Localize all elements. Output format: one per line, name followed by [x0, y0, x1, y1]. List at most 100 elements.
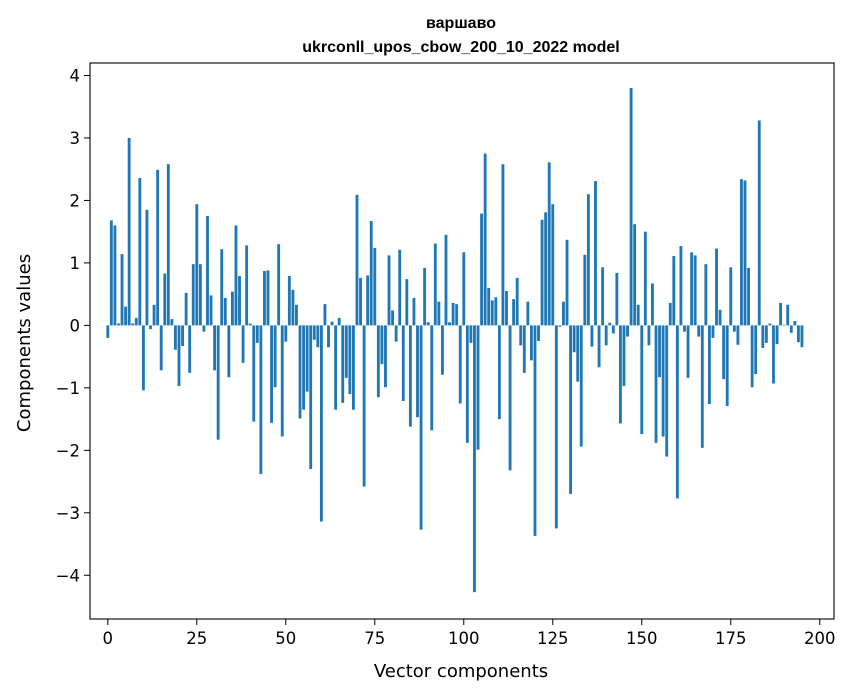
- bar: [458, 325, 462, 404]
- bar: [740, 179, 743, 326]
- bar: [177, 325, 181, 386]
- bars-group: [106, 87, 804, 593]
- bar: [266, 270, 270, 326]
- plot-area-frame: [89, 62, 835, 620]
- chart-title-line2: ukrconll_upos_cbow_200_10_2022 model: [302, 39, 619, 56]
- bar: [494, 297, 498, 326]
- bar: [629, 87, 633, 326]
- bar: [537, 325, 540, 341]
- bar: [683, 325, 686, 332]
- bar: [693, 255, 697, 326]
- bar: [675, 325, 679, 499]
- bar: [127, 137, 131, 326]
- bar: [441, 325, 444, 375]
- bar: [512, 299, 516, 326]
- x-tick-label: 0: [103, 629, 114, 648]
- bar: [565, 239, 569, 326]
- bar: [508, 325, 512, 471]
- bar: [455, 304, 459, 326]
- x-tick-label: 150: [626, 629, 658, 648]
- bar: [362, 325, 366, 487]
- bar: [750, 325, 754, 388]
- bar: [540, 219, 544, 326]
- bar: [327, 325, 330, 348]
- bar: [668, 302, 672, 326]
- bar: [483, 153, 487, 326]
- bar: [191, 264, 195, 326]
- bar: [270, 325, 273, 423]
- bar: [234, 225, 238, 326]
- bar: [152, 304, 156, 326]
- bar: [686, 325, 690, 378]
- bar: [590, 325, 594, 347]
- bar: [220, 249, 224, 326]
- bar: [725, 325, 729, 406]
- bar: [761, 325, 765, 348]
- bar: [291, 289, 295, 326]
- bar: [618, 325, 622, 424]
- bar: [789, 325, 793, 333]
- x-tick-label: 50: [275, 629, 296, 648]
- bar: [554, 325, 558, 529]
- bar: [287, 276, 291, 326]
- bar: [747, 267, 750, 326]
- bar: [611, 325, 615, 334]
- bar: [120, 254, 124, 326]
- bar: [718, 309, 722, 326]
- bar: [156, 169, 160, 326]
- bar: [522, 325, 526, 373]
- bar: [551, 204, 555, 326]
- bar: [134, 317, 138, 326]
- bar: [800, 325, 804, 348]
- y-tick-label: 2: [70, 191, 81, 210]
- bar: [697, 325, 701, 337]
- bar: [782, 324, 786, 326]
- bar: [433, 243, 437, 326]
- bar: [626, 325, 629, 337]
- y-tick-label: 4: [70, 66, 81, 85]
- bar: [469, 325, 473, 343]
- bar: [195, 204, 199, 326]
- bar: [198, 264, 202, 326]
- bar: [298, 325, 302, 419]
- bar: [131, 323, 135, 326]
- bar: [174, 325, 177, 350]
- bar: [252, 325, 256, 422]
- bar: [312, 325, 316, 340]
- bar: [707, 325, 711, 405]
- bar: [170, 319, 174, 326]
- bar: [515, 277, 519, 326]
- bar: [437, 301, 441, 326]
- bar: [704, 264, 708, 326]
- bar: [384, 325, 387, 388]
- bar: [636, 304, 640, 326]
- bar: [412, 297, 416, 326]
- y-tick-label: 0: [70, 316, 81, 335]
- bar: [344, 325, 348, 378]
- bar: [601, 267, 605, 326]
- bar: [138, 177, 142, 326]
- bar: [658, 325, 661, 378]
- bar: [117, 323, 120, 326]
- bar: [355, 194, 359, 326]
- bar: [277, 244, 281, 326]
- bar: [654, 325, 658, 443]
- bar: [166, 164, 170, 326]
- bar: [106, 325, 110, 338]
- bar: [576, 325, 580, 382]
- bar: [348, 325, 352, 395]
- bar: [124, 306, 128, 326]
- bar: [754, 325, 758, 375]
- bar: [330, 321, 334, 326]
- bar: [775, 325, 779, 345]
- bar: [786, 304, 790, 326]
- bar: [213, 325, 217, 371]
- bar: [444, 234, 448, 326]
- y-axis-ticks: −4 −3 −2 −1 0 1 2 3 4: [56, 66, 90, 585]
- bar: [572, 325, 576, 353]
- bar: [305, 325, 309, 392]
- bar: [263, 271, 266, 326]
- bar: [273, 325, 277, 388]
- bar: [487, 287, 491, 326]
- y-tick-label: −3: [56, 504, 80, 523]
